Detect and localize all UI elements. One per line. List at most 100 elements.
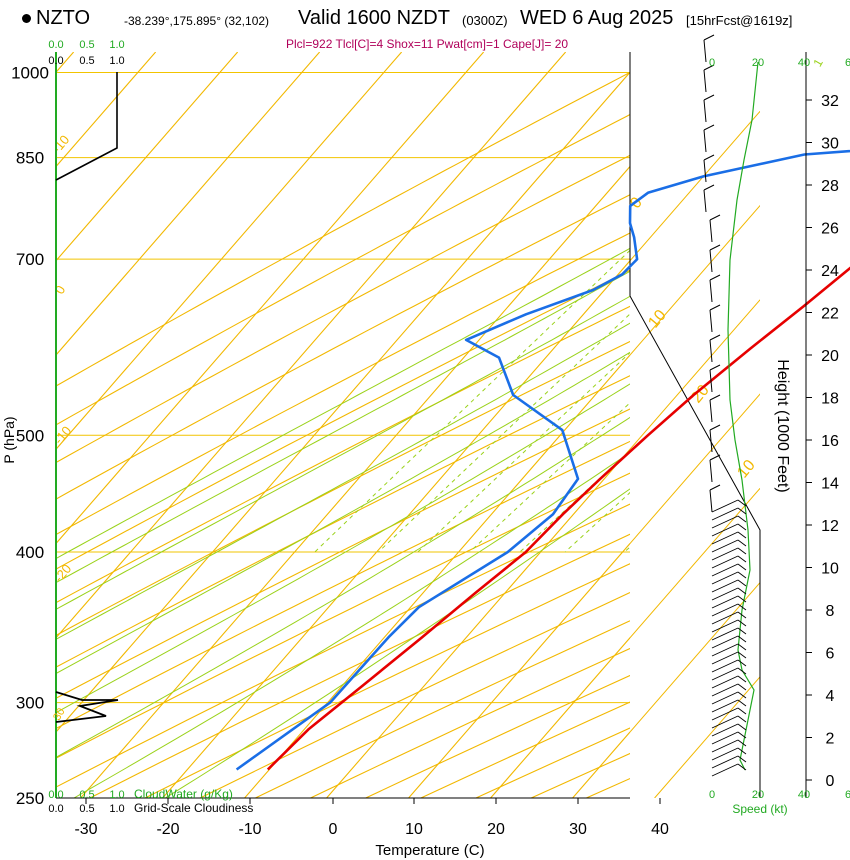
- cloud-side-label: 30: [51, 706, 68, 723]
- wind-barb: [711, 579, 739, 593]
- wind-barb: [711, 675, 739, 689]
- isotherm-line: [56, 52, 239, 262]
- wind-barb: [737, 651, 747, 659]
- height-tick-label: 22: [821, 306, 839, 323]
- isotherm-line: [56, 52, 567, 639]
- moist-adiabat-line: [56, 247, 630, 560]
- height-tick-label: 12: [821, 518, 839, 535]
- wind-barb: [711, 595, 739, 609]
- isotherm-line: [244, 354, 630, 798]
- wind-barb: [709, 394, 721, 401]
- dry-adiabat-line: [56, 232, 630, 536]
- wind-barb: [737, 515, 747, 523]
- dry-adiabat-line: [56, 154, 630, 464]
- pressure-tick-label: 500: [16, 426, 44, 445]
- wind-speed-tick-bottom: 40: [798, 789, 810, 801]
- wind-barb: [711, 739, 739, 753]
- dry-adiabat-line: [56, 269, 630, 570]
- wind-panel: [703, 34, 759, 777]
- height-tick-label: 0: [826, 773, 835, 790]
- temperature-line: [266, 266, 850, 771]
- wind-barb: [703, 189, 707, 213]
- height-tick-label: 2: [826, 731, 835, 748]
- isotherm-line: [56, 52, 403, 451]
- valid-date: WED 6 Aug 2025: [520, 7, 674, 29]
- wind-barb: [711, 643, 739, 657]
- wind-barb: [737, 723, 747, 731]
- wind-barb: [737, 547, 747, 555]
- wind-barb: [711, 603, 739, 617]
- forecast-info: [15hrFcst@1619z]: [686, 13, 793, 28]
- height-tick-label: 8: [826, 603, 835, 620]
- height-tick-label: 10: [821, 561, 839, 578]
- cloudiness-tick-top: 1.0: [109, 55, 124, 67]
- x-tick-label: 20: [487, 821, 505, 838]
- mixing-ratio-line: [469, 402, 630, 553]
- moist-adiabat-line: [73, 452, 630, 798]
- pressure-tick-label: 400: [16, 543, 44, 562]
- x-tick-label: -30: [74, 821, 97, 838]
- x-tick-label: 0: [329, 821, 338, 838]
- dry-adiabat-line: [56, 503, 630, 788]
- valid-time-utc: (0300Z): [462, 13, 508, 28]
- height-axis-title: Height (1000 Feet): [774, 359, 791, 492]
- wind-speed-tick-bottom: 20: [752, 789, 764, 801]
- wind-barb: [703, 34, 715, 41]
- moist-adiabat-line: [56, 416, 630, 758]
- wind-barb: [703, 99, 707, 123]
- wind-barb: [737, 699, 747, 707]
- wind-barb: [711, 563, 739, 577]
- mixing-ratio-line: [624, 546, 630, 553]
- wind-barb: [709, 274, 721, 281]
- wind-barb: [711, 651, 739, 665]
- wind-barb: [709, 309, 713, 333]
- cloudiness-tick-bottom: 1.0: [109, 803, 124, 815]
- wind-barb: [737, 731, 747, 739]
- isotherm-label: 20: [688, 382, 713, 407]
- wind-speed-tick-bottom: 6: [845, 789, 850, 801]
- wind-barb: [703, 94, 715, 101]
- dry-adiabat-line: [56, 340, 630, 636]
- wind-barb: [709, 219, 713, 243]
- wind-barb: [737, 523, 747, 531]
- moist-adiabat-line: [56, 383, 630, 714]
- height-tick-label: 16: [821, 433, 839, 450]
- y-axis-title: P (hPa): [1, 416, 17, 463]
- wind-barb: [711, 715, 739, 729]
- wind-barb: [737, 667, 747, 675]
- cloud-profile: 30: [51, 72, 119, 723]
- dewpoint-line: [235, 149, 850, 771]
- wind-barb: [737, 763, 747, 771]
- wind-barb: [711, 659, 739, 673]
- wind-barb: [709, 244, 721, 251]
- wind-barb: [737, 531, 747, 539]
- moist-adiabat-line: [165, 488, 630, 798]
- height-boundary-line: [629, 295, 761, 798]
- wind-barb: [737, 587, 747, 595]
- wind-barb: [711, 571, 739, 585]
- station-location: -38.239°,175.895° (32,102): [124, 14, 270, 28]
- pressure-tick-label: 300: [16, 694, 44, 713]
- isotherm-line: [56, 71, 630, 733]
- dry-adiabat-line: [56, 408, 630, 699]
- wind-barb: [703, 154, 715, 161]
- station-id: NZTO: [36, 7, 91, 29]
- cloud-water-tick-top: 0.5: [79, 39, 94, 51]
- wind-barb: [711, 627, 739, 641]
- wind-speed-tick-top: 20: [752, 57, 764, 69]
- wind-barb: [709, 339, 713, 363]
- dry-adiabat-line: [56, 440, 630, 730]
- height-tick-label: 28: [821, 178, 839, 195]
- height-tick-label: 6: [826, 646, 835, 663]
- station-marker-icon: [22, 14, 31, 23]
- wind-barb: [711, 707, 739, 721]
- cloudiness-profile: [55, 72, 118, 181]
- wind-barb: [737, 635, 747, 643]
- wind-barb: [737, 579, 747, 587]
- dry-adiabat-line: [56, 375, 630, 668]
- wind-barb: [737, 571, 747, 579]
- wind-barb: [711, 539, 739, 553]
- wind-barb: [711, 619, 739, 633]
- wind-barb: [737, 715, 747, 723]
